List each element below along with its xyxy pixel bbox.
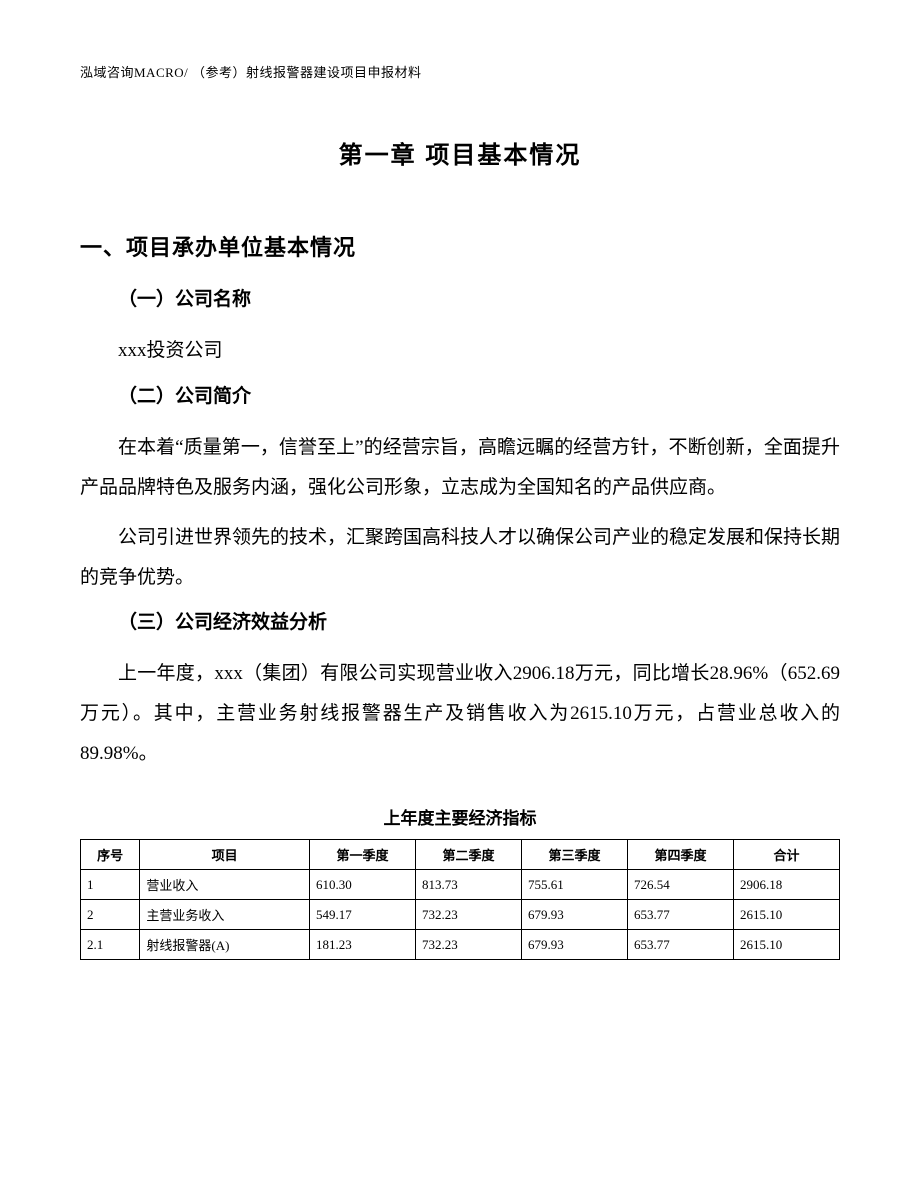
cell-total: 2615.10 (733, 900, 839, 930)
table-row: 1 营业收入 610.30 813.73 755.61 726.54 2906.… (81, 870, 840, 900)
page-header: 泓域咨询MACRO/ （参考）射线报警器建设项目申报材料 (80, 62, 840, 81)
table-col-total: 合计 (733, 840, 839, 870)
sub-heading-company-name: （一）公司名称 (80, 284, 840, 311)
cell-q2: 732.23 (415, 930, 521, 960)
table-caption: 上年度主要经济指标 (80, 804, 840, 829)
table-col-q1: 第一季度 (309, 840, 415, 870)
cell-q3: 679.93 (521, 900, 627, 930)
cell-item: 射线报警器(A) (140, 930, 310, 960)
table-col-item: 项目 (140, 840, 310, 870)
economic-indicator-table: 序号 项目 第一季度 第二季度 第三季度 第四季度 合计 1 营业收入 610.… (80, 839, 840, 960)
economic-analysis-p1: 上一年度，xxx（集团）有限公司实现营业收入2906.18万元，同比增长28.9… (80, 654, 840, 774)
table-row: 2 主营业务收入 549.17 732.23 679.93 653.77 261… (81, 900, 840, 930)
chapter-title: 第一章 项目基本情况 (80, 135, 840, 170)
cell-total: 2615.10 (733, 930, 839, 960)
cell-q3: 755.61 (521, 870, 627, 900)
section-heading-1: 一、项目承办单位基本情况 (80, 230, 840, 262)
table-row: 2.1 射线报警器(A) 181.23 732.23 679.93 653.77… (81, 930, 840, 960)
table-col-seq: 序号 (81, 840, 140, 870)
sub-heading-company-intro: （二）公司简介 (80, 381, 840, 408)
cell-q2: 813.73 (415, 870, 521, 900)
cell-q1: 549.17 (309, 900, 415, 930)
company-intro-p2: 公司引进世界领先的技术，汇聚跨国高科技人才以确保公司产业的稳定发展和保持长期的竞… (80, 518, 840, 598)
cell-item: 主营业务收入 (140, 900, 310, 930)
cell-q1: 181.23 (309, 930, 415, 960)
table-header-row: 序号 项目 第一季度 第二季度 第三季度 第四季度 合计 (81, 840, 840, 870)
cell-q1: 610.30 (309, 870, 415, 900)
cell-q4: 653.77 (627, 930, 733, 960)
table-col-q2: 第二季度 (415, 840, 521, 870)
company-name-text: xxx投资公司 (80, 331, 840, 371)
cell-q4: 653.77 (627, 900, 733, 930)
cell-seq: 2.1 (81, 930, 140, 960)
document-page: 泓域咨询MACRO/ （参考）射线报警器建设项目申报材料 第一章 项目基本情况 … (0, 0, 920, 1000)
cell-q2: 732.23 (415, 900, 521, 930)
table-col-q3: 第三季度 (521, 840, 627, 870)
company-intro-p1: 在本着“质量第一，信誉至上”的经营宗旨，高瞻远瞩的经营方针，不断创新，全面提升产… (80, 428, 840, 508)
cell-q4: 726.54 (627, 870, 733, 900)
cell-q3: 679.93 (521, 930, 627, 960)
cell-seq: 2 (81, 900, 140, 930)
sub-heading-economic-analysis: （三）公司经济效益分析 (80, 607, 840, 634)
table-col-q4: 第四季度 (627, 840, 733, 870)
cell-total: 2906.18 (733, 870, 839, 900)
cell-seq: 1 (81, 870, 140, 900)
cell-item: 营业收入 (140, 870, 310, 900)
